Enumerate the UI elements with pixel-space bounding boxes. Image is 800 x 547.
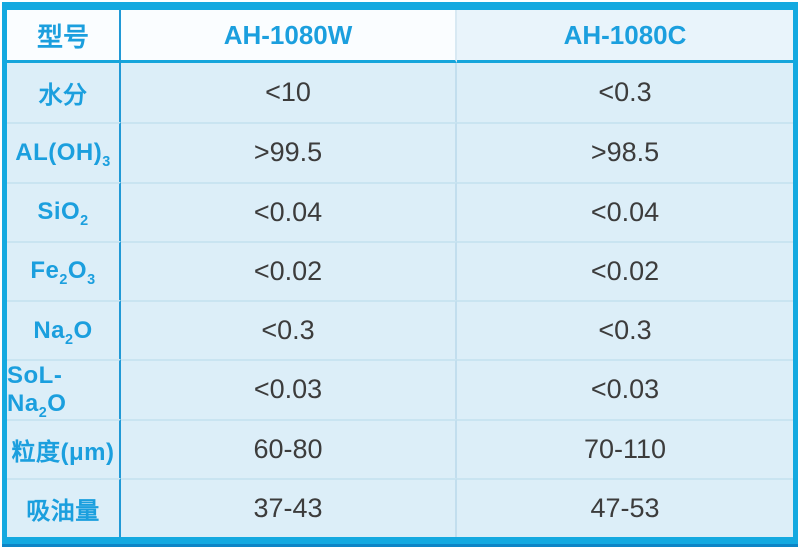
row-label: SiO2 [7, 181, 121, 241]
header-ah1080w-label: AH-1080W [223, 19, 353, 50]
value-cell: >99.5 [121, 122, 457, 182]
row-label-text: 粒度(μm) [11, 438, 115, 466]
value-cell: <0.04 [457, 181, 793, 241]
header-model-label: 型号 [36, 21, 89, 52]
row-label-text: 吸油量 [26, 497, 100, 525]
row-label: Fe2O3 [7, 240, 121, 300]
value-cell: 70-110 [457, 418, 793, 478]
row-label-text: AL(OH)3 [15, 138, 111, 170]
value-cell: <0.3 [121, 300, 457, 360]
value-cell: 60-80 [121, 418, 457, 478]
value-cell: <0.03 [121, 359, 457, 419]
spec-table-frame: 型号 AH-1080W AH-1080C 水分 <10 <0.3 AL(OH)3 >99… [2, 2, 798, 537]
value-cell: <0.02 [457, 240, 793, 300]
row-label: AL(OH)3 [7, 122, 121, 182]
bottom-border-dark [2, 544, 798, 547]
row-label: 吸油量 [7, 477, 121, 537]
value-cell: <0.02 [121, 240, 457, 300]
row-label: Na2O [7, 300, 121, 360]
header-cell-ah1080w: AH-1080W [121, 10, 457, 63]
value-cell: <10 [121, 63, 457, 123]
value-cell: >98.5 [457, 122, 793, 182]
value-cell: <0.04 [121, 181, 457, 241]
bottom-border-cyan [2, 537, 798, 544]
row-label-text: SoL-Na2O [7, 361, 67, 421]
row-label: 粒度(μm) [7, 418, 121, 478]
spec-table: 型号 AH-1080W AH-1080C 水分 <10 <0.3 AL(OH)3 >99… [7, 10, 793, 537]
row-label-text: Fe2O3 [30, 257, 96, 289]
header-ah1080c-label: AH-1080C [563, 19, 687, 50]
row-label-text: Na2O [33, 316, 93, 348]
row-label: SoL-Na2O [7, 359, 121, 421]
row-label-text: SiO2 [37, 198, 89, 229]
row-label: 水分 [7, 63, 121, 123]
value-cell: 37-43 [121, 477, 457, 537]
value-cell: <0.3 [457, 300, 793, 360]
row-label-text: 水分 [38, 82, 88, 110]
value-cell: <0.03 [457, 359, 793, 419]
header-cell-ah1080c: AH-1080C [457, 10, 793, 63]
header-cell-model: 型号 [7, 10, 121, 63]
value-cell: 47-53 [457, 477, 793, 537]
value-cell: <0.3 [457, 63, 793, 123]
